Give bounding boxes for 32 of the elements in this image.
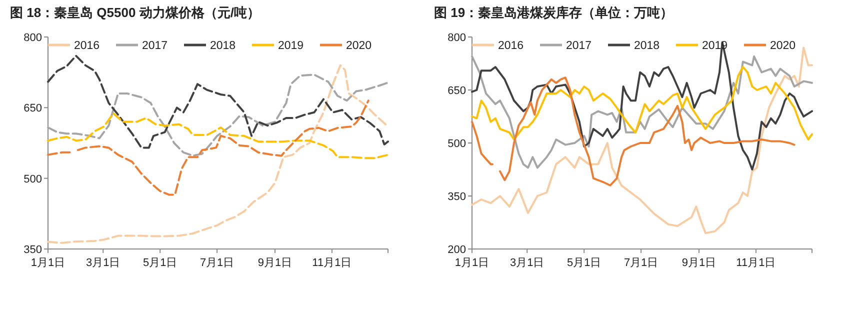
x-tick-label: 11月1日 [736, 257, 776, 269]
legend-label: 2016 [74, 40, 100, 52]
legend-label: 2019 [278, 40, 304, 52]
x-tick-label: 5月1日 [566, 257, 602, 269]
x-tick-label: 11月1日 [312, 257, 352, 269]
chart-title: 图 19：秦皇岛港煤炭库存（单位：万吨） [434, 5, 674, 20]
y-tick-label: 800 [24, 32, 42, 44]
x-tick-label: 3月1日 [86, 257, 120, 269]
x-tick-label: 1月1日 [30, 257, 66, 269]
x-tick-label: 1月1日 [454, 257, 490, 269]
y-tick-label: 800 [448, 32, 466, 44]
legend-label: 2017 [142, 40, 168, 52]
y-tick-label: 650 [24, 102, 42, 115]
legend-label: 2017 [566, 40, 592, 52]
x-tick-label: 5月1日 [142, 257, 178, 269]
x-tick-label: 7月1日 [200, 257, 234, 269]
x-tick-label: 9月1日 [682, 257, 716, 269]
y-tick-label: 650 [448, 85, 466, 97]
x-tick-label: 7月1日 [624, 257, 658, 269]
y-tick-label: 500 [448, 138, 466, 150]
x-tick-label: 9月1日 [258, 257, 292, 269]
legend-label: 2016 [498, 40, 524, 52]
legend-label: 2020 [346, 40, 372, 52]
y-tick-label: 200 [448, 244, 466, 256]
y-tick-label: 350 [24, 244, 42, 256]
legend-label: 2020 [770, 40, 796, 52]
legend-label: 2018 [634, 40, 660, 52]
y-tick-label: 500 [24, 173, 42, 186]
legend-label: 2018 [210, 40, 236, 52]
x-tick-label: 3月1日 [510, 257, 544, 269]
y-tick-label: 350 [448, 191, 466, 203]
chart-title: 图 18：秦皇岛 Q5500 动力煤价格（元/吨） [10, 5, 260, 20]
